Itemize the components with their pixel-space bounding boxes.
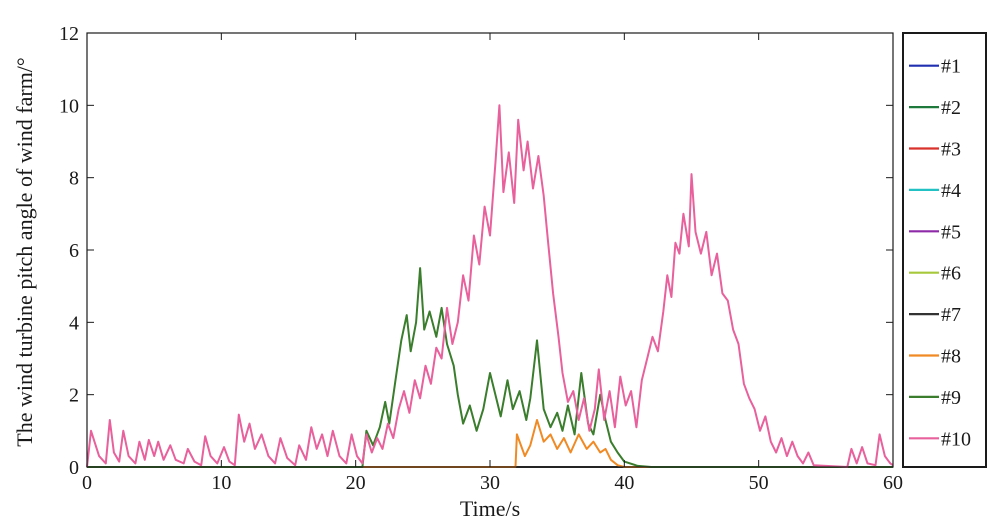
x-axis-label: Time/s <box>460 496 520 521</box>
y-axis-label: The wind turbine pitch angle of wind far… <box>12 57 37 446</box>
legend-label-2: #2 <box>941 97 961 119</box>
x-tick-label: 50 <box>749 472 769 494</box>
x-tick-label: 60 <box>883 472 903 494</box>
y-tick-label: 0 <box>69 457 79 479</box>
series-line-10 <box>86 104 894 468</box>
y-tick-label: 8 <box>69 168 79 190</box>
legend-label-4: #4 <box>941 180 961 202</box>
x-tick-label: 30 <box>480 472 500 494</box>
y-tick-label: 10 <box>59 95 79 117</box>
legend-label-3: #3 <box>941 139 961 161</box>
legend-label-6: #6 <box>941 263 961 285</box>
plot-background <box>87 33 893 467</box>
legend-label-1: #1 <box>941 56 961 78</box>
x-tick-label: 40 <box>614 472 634 494</box>
y-tick-label: 12 <box>59 23 79 45</box>
legend-label-5: #5 <box>941 221 961 243</box>
legend-label-8: #8 <box>941 346 961 368</box>
y-tick-label: 4 <box>69 312 79 334</box>
x-tick-label: 0 <box>82 472 92 494</box>
y-tick-label: 6 <box>69 240 79 262</box>
legend-label-10: #10 <box>941 428 971 450</box>
plot-area <box>87 33 893 467</box>
series-line-9 <box>87 267 893 468</box>
legend-label-9: #9 <box>941 387 961 409</box>
x-tick-label: 20 <box>346 472 366 494</box>
x-tick-label: 10 <box>211 472 231 494</box>
axes: 0 10 20 30 40 50 60 0 2 4 6 8 10 12 <box>59 23 903 494</box>
y-tick-label: 2 <box>69 385 79 407</box>
legend-box <box>902 32 987 468</box>
legend: #1 #2 #3 #4 #5 #6 #7 #8 #9 #10 <box>902 32 987 468</box>
series-line-8 <box>87 419 893 468</box>
legend-label-7: #7 <box>941 304 961 326</box>
